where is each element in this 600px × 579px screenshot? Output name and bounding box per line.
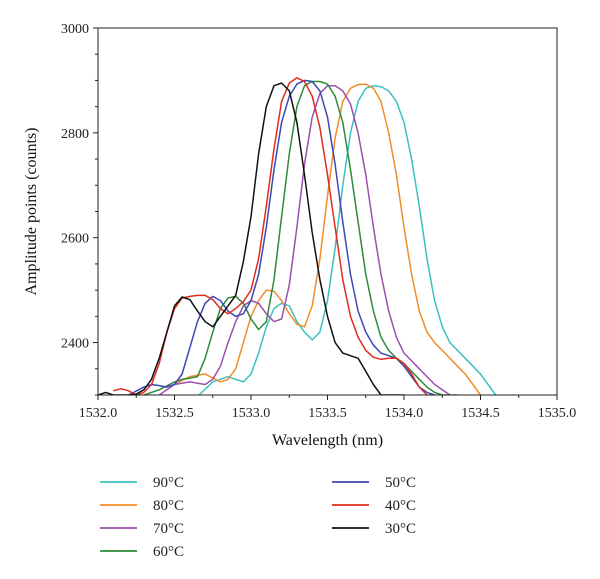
y-tick-label: 2600	[61, 232, 89, 247]
legend-label: 70°C	[153, 521, 184, 537]
legend-label: 60°C	[153, 544, 184, 560]
x-tick-label: 1534.5	[461, 406, 500, 421]
series-line-40c	[113, 77, 428, 395]
legend-label: 40°C	[385, 498, 416, 514]
y-axis-label: Amplitude points (counts)	[23, 128, 40, 296]
legend-label: 80°C	[153, 498, 184, 514]
series-line-80c	[174, 83, 482, 395]
x-tick-label: 1533.0	[232, 406, 271, 421]
x-tick-label: 1532.0	[79, 406, 118, 421]
legend: 90°C 80°C 70°C 60°C 50°C 40°C 30°C	[100, 475, 416, 560]
series-line-70c	[158, 84, 458, 395]
x-tick-label: 1533.5	[308, 406, 347, 421]
series-line-90c	[198, 84, 497, 395]
series-line-30c	[98, 82, 404, 395]
axes-frame	[97, 27, 558, 396]
legend-label: 50°C	[385, 475, 416, 491]
legend-label: 30°C	[385, 521, 416, 537]
y-tick-label: 2400	[61, 337, 89, 352]
x-axis-label: Wavelength (nm)	[272, 432, 383, 449]
y-tick-label: 3000	[61, 22, 89, 37]
legend-label: 90°C	[153, 475, 184, 491]
x-tick-label: 1535.0	[538, 406, 577, 421]
series-line-50c	[128, 79, 435, 395]
plot-area: 1532.0 1532.5 1533.0 1533.5 1534.0 1534.5 1535…	[61, 22, 576, 421]
x-tick-label: 1532.5	[155, 406, 194, 421]
x-tick-label: 1534.0	[385, 406, 424, 421]
y-tick-label: 2800	[61, 127, 89, 142]
